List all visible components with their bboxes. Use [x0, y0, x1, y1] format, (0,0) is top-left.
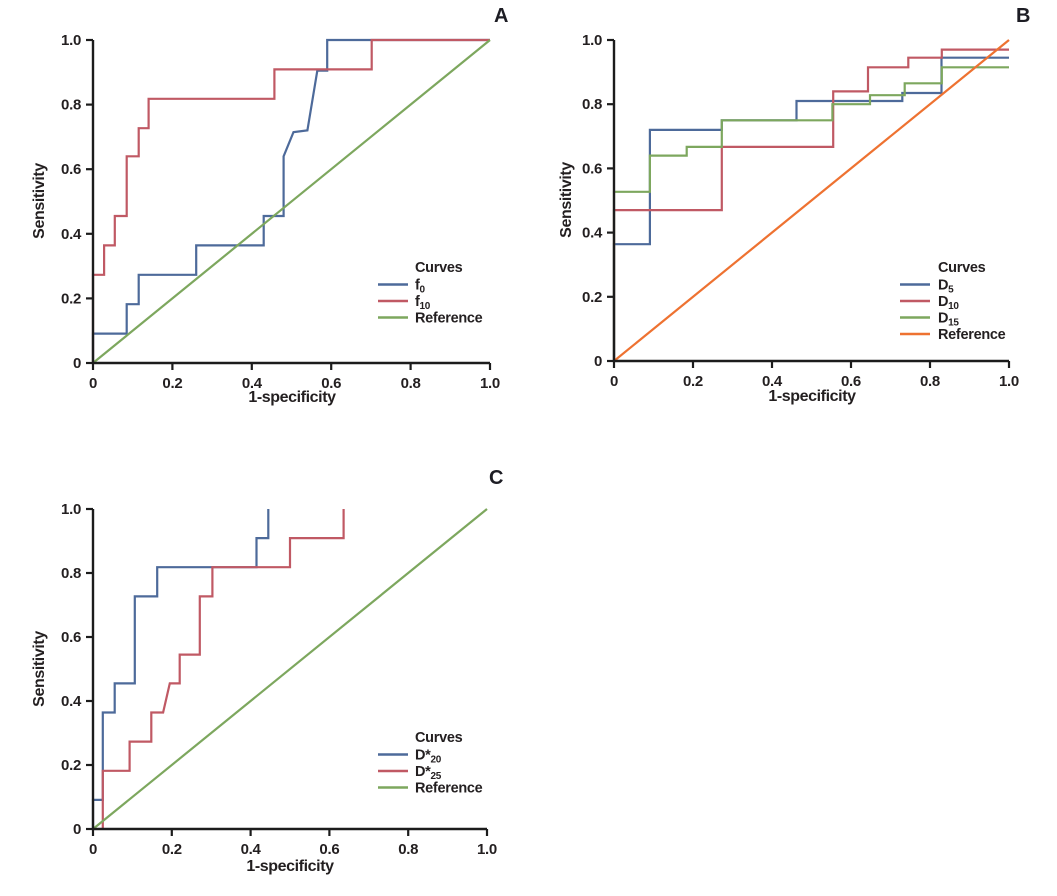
panel-letter-c: C: [489, 467, 503, 489]
y-tick-label: 0.2: [582, 289, 602, 306]
y-tick-label: 0.2: [61, 757, 81, 774]
y-tick-label: 0: [594, 353, 602, 370]
xaxis-title-b: 1-specificity: [768, 388, 856, 405]
x-tick-label: 1.0: [999, 373, 1019, 390]
legend-label: Reference: [415, 781, 483, 797]
yaxis-title-b: Sensitivity: [558, 162, 575, 238]
series-reference: [613, 39, 1010, 362]
y-tick-label: 0.8: [582, 96, 602, 113]
y-tick-label: 0.6: [582, 160, 602, 177]
legend-label: D15: [938, 311, 959, 329]
yaxis-title-a: Sensitivity: [31, 163, 48, 239]
x-tick-label: 0.6: [841, 373, 861, 390]
x-tick-label: 1.0: [477, 841, 497, 858]
x-tick-label: 0: [89, 375, 97, 392]
y-tick-label: 0.4: [61, 693, 82, 710]
x-tick-label: 0.8: [398, 841, 418, 858]
series-f10: [91, 38, 490, 363]
series-d10: [612, 48, 1009, 361]
x-tick-label: 0.8: [920, 373, 940, 390]
roc-chart-panel-b: 0 0.2 0.4 0.6 0.8 1.0 0 0.2 0.4 0.6 0.8 1.0 Curves D5…: [582, 32, 1019, 390]
legend-title: Curves: [938, 260, 986, 276]
x-tick-label: 0.2: [162, 841, 182, 858]
legend-label: D10: [938, 294, 959, 312]
x-tick-label: 1.0: [480, 375, 500, 392]
y-tick-label: 0.4: [582, 225, 603, 242]
y-tick-label: 0.6: [61, 161, 81, 178]
xaxis-title-a: 1-specificity: [248, 389, 336, 406]
legend-label: D*20: [415, 748, 442, 766]
x-tick-label: 0.8: [401, 375, 421, 392]
series-f0: [91, 38, 490, 363]
roc-chart-panel-a: 0 0.2 0.4 0.6 0.8 1.0 0 0.2 0.4 0.6 0.8 1.0 Curves f0…: [61, 32, 500, 392]
y-tick-label: 1.0: [61, 32, 81, 49]
legend-label: f0: [415, 278, 426, 296]
y-tick-label: 0.2: [61, 290, 81, 307]
legend-label: D5: [938, 278, 954, 296]
legend-title: Curves: [415, 730, 463, 746]
x-tick-label: 0.4: [762, 373, 783, 390]
y-tick-label: 0: [73, 355, 81, 372]
x-tick-label: 0.4: [241, 841, 262, 858]
x-tick-label: 0.6: [319, 841, 339, 858]
series-d15: [612, 66, 1009, 361]
y-tick-label: 1.0: [582, 32, 602, 49]
yaxis-title-c: Sensitivity: [31, 631, 48, 707]
x-tick-label: 0.2: [683, 373, 703, 390]
x-tick-label: 0.6: [321, 375, 341, 392]
legend-title: Curves: [415, 260, 463, 276]
legend-label: f10: [415, 294, 431, 312]
panel-letter-b: B: [1016, 5, 1030, 27]
legend-label: D*25: [415, 764, 442, 782]
y-tick-label: 1.0: [61, 501, 81, 518]
x-tick-label: 0.4: [242, 375, 263, 392]
y-tick-label: 0: [73, 821, 81, 838]
xaxis-title-c: 1-specificity: [246, 858, 334, 875]
y-tick-label: 0.8: [61, 97, 81, 114]
series-dstar25: [101, 509, 345, 829]
legend-label: Reference: [415, 311, 483, 327]
y-tick-label: 0.6: [61, 629, 81, 646]
series-reference: [92, 39, 491, 364]
legend-label: Reference: [938, 327, 1006, 343]
x-tick-label: 0: [89, 841, 97, 858]
x-tick-label: 0.2: [162, 375, 182, 392]
panel-letter-a: A: [494, 5, 508, 27]
y-tick-label: 0.8: [61, 565, 81, 582]
y-tick-label: 0.4: [61, 226, 82, 243]
roc-chart-panel-c: 0 0.2 0.4 0.6 0.8 1.0 0 0.2 0.4 0.6 0.8 1.0 Curves D*…: [61, 501, 497, 858]
series-reference: [92, 508, 488, 830]
x-tick-label: 0: [610, 373, 618, 390]
